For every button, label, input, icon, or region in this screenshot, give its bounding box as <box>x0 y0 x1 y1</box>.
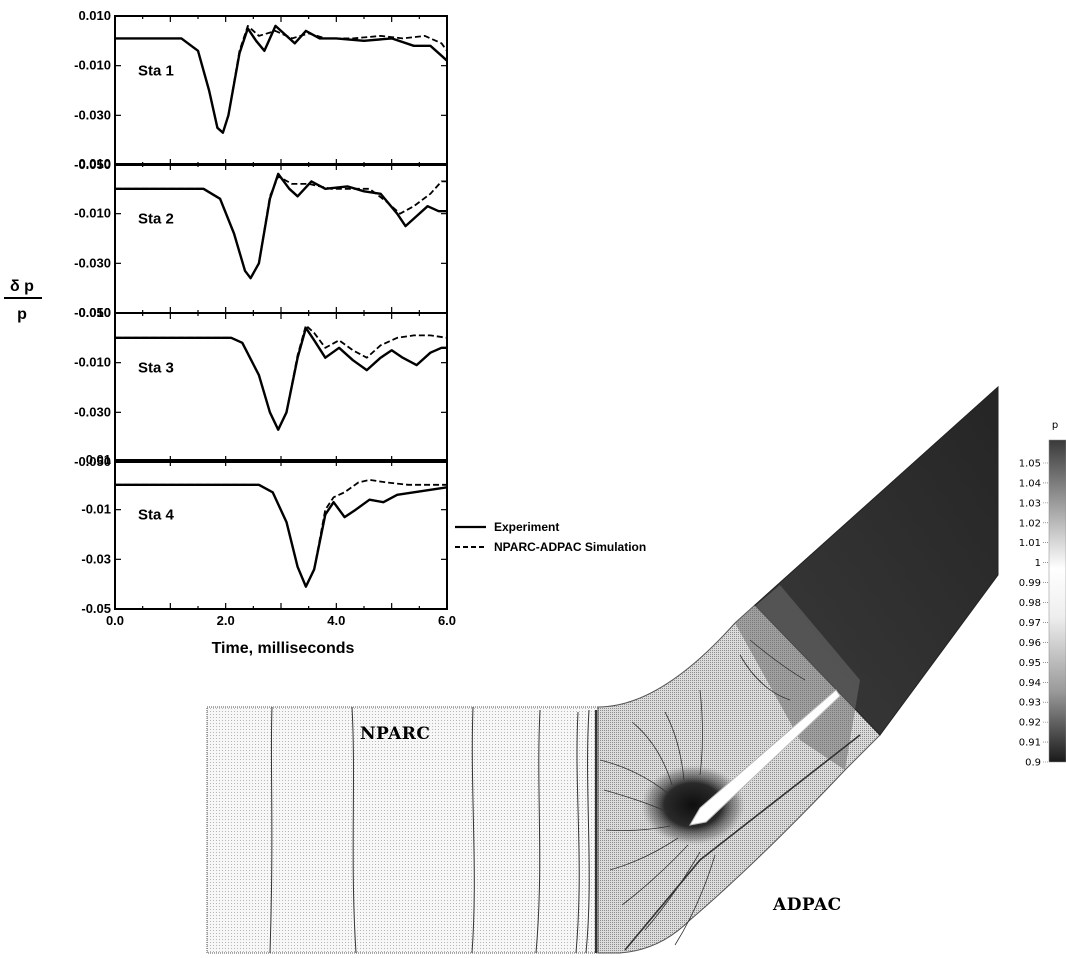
y-tick-label: -0.050 <box>74 454 111 469</box>
y-tick-label: 0.01 <box>86 452 111 467</box>
panel-frame <box>114 312 448 463</box>
duct-entry-shade <box>735 585 860 770</box>
x-tick-label: 2.0 <box>217 613 235 628</box>
y-axis-label-denominator: p <box>17 306 27 323</box>
y-tick-label: -0.030 <box>74 255 111 270</box>
y-tick-label: -0.010 <box>74 355 111 370</box>
station-label: Sta 4 <box>138 506 175 523</box>
colorbar-tick-label: 1.03 <box>1019 498 1041 509</box>
y-tick-label: 0.010 <box>78 8 111 23</box>
airfoil-blade <box>689 689 841 826</box>
panel-frame <box>114 163 448 314</box>
experiment-line <box>115 483 448 588</box>
colorbar-tick-label: 1.04 <box>1019 478 1041 489</box>
colorbar-tick-label: 0.96 <box>1019 638 1041 649</box>
x-tick-label: 0.0 <box>106 613 124 628</box>
y-tick-label: 0.010 <box>78 305 111 320</box>
region-label-adpac: ADPAC <box>772 895 842 915</box>
y-tick-label: -0.030 <box>74 107 111 122</box>
colorbar-tick-label: 0.93 <box>1019 698 1041 709</box>
simulation-line <box>115 175 447 280</box>
panel-sta-4: 0.01 -0.01 -0.03 -0.05 Sta 4 <box>81 452 448 616</box>
legend: Experiment NPARC-ADPAC Simulation <box>455 520 646 554</box>
region-label-nparc: NPARC <box>360 724 430 744</box>
y-axis-label: δ p p <box>4 278 42 323</box>
simulation-line <box>115 479 447 588</box>
colorbar-tick-label: 0.95 <box>1019 658 1041 669</box>
legend-label-experiment: Experiment <box>494 520 559 534</box>
colorbar-tick-label: 1.01 <box>1019 538 1041 549</box>
y-tick-label: -0.030 <box>74 404 111 419</box>
y-tick-label: 0.010 <box>78 156 111 171</box>
colorbar-tick-label: 0.94 <box>1019 678 1041 689</box>
colorbar-tick-label: 0.99 <box>1019 578 1041 589</box>
simulation-line <box>115 25 448 134</box>
bend-contour-lines <box>599 639 861 951</box>
panel-sta-3: 0.010 -0.010 -0.030 -0.050 Sta 3 <box>74 305 448 469</box>
station-label: Sta 2 <box>138 210 174 227</box>
colorbar-tick-label: 1.02 <box>1019 518 1041 529</box>
station-label: Sta 1 <box>138 62 174 79</box>
y-tick-label: -0.050 <box>74 157 111 172</box>
y-tick-label: -0.010 <box>74 58 111 73</box>
simulation-line <box>115 324 448 431</box>
pressure-trace-panels: 0.010 -0.010 -0.030 -0.050 Sta 1 0.010 -0.010 -… <box>74 8 456 628</box>
panel-sta-1: 0.010 -0.010 -0.030 -0.050 Sta 1 <box>74 8 448 172</box>
y-tick-label: -0.010 <box>74 206 111 221</box>
legend-label-simulation: NPARC-ADPAC Simulation <box>494 540 646 554</box>
colorbar-tick-label: 0.9 <box>1025 758 1041 769</box>
colorbar-gradient <box>1048 439 1066 763</box>
colorbar: p 1.05 1.04 1.03 1.02 1.01 1 0.99 0.98 0.97 0.96 0… <box>1019 420 1066 769</box>
panel-sta-2: 0.010 -0.010 -0.030 -0.050 Sta 2 <box>74 156 448 320</box>
colorbar-tick-label: 0.92 <box>1019 718 1041 729</box>
colorbar-tick-label: 0.98 <box>1019 598 1041 609</box>
y-axis-label-numerator: δ p <box>10 278 34 295</box>
colorbar-tick-label: 1.05 <box>1019 459 1041 470</box>
x-axis-label: Time, milliseconds <box>212 640 355 657</box>
x-tick-label: 4.0 <box>327 613 345 628</box>
colorbar-tick-label: 1 <box>1035 558 1041 569</box>
panel-frame <box>114 459 448 610</box>
y-tick-label: -0.01 <box>81 502 111 517</box>
contour-field: NPARC ADPAC <box>206 385 999 954</box>
y-tick-label: -0.05 <box>81 601 111 616</box>
throat-low-pressure-region <box>641 765 745 845</box>
experiment-line <box>115 326 447 431</box>
y-tick-label: -0.050 <box>74 305 111 320</box>
colorbar-ticks: 1.05 1.04 1.03 1.02 1.01 1 0.99 0.98 0.97 0.96 0.9… <box>1019 459 1049 769</box>
colorbar-title: p <box>1052 420 1058 431</box>
colorbar-tick-label: 0.91 <box>1019 738 1041 749</box>
nparc-contour-lines <box>269 706 598 954</box>
colorbar-tick-label: 0.97 <box>1019 618 1041 629</box>
x-tick-label: 6.0 <box>438 613 456 628</box>
y-tick-label: -0.03 <box>81 551 111 566</box>
station-label: Sta 3 <box>138 359 174 376</box>
